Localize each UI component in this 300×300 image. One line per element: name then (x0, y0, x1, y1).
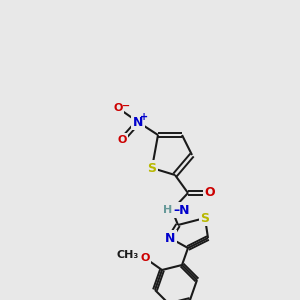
Text: S: S (200, 212, 209, 224)
Text: H: H (163, 205, 172, 215)
Text: O: O (113, 103, 123, 113)
Text: −: − (122, 101, 130, 111)
Text: N: N (133, 116, 143, 128)
Text: S: S (148, 161, 157, 175)
Text: O: O (140, 253, 150, 263)
Text: O: O (205, 187, 215, 200)
Text: +: + (140, 112, 148, 122)
Text: N: N (165, 232, 175, 244)
Text: CH₃: CH₃ (117, 250, 139, 260)
Text: –N: –N (173, 203, 190, 217)
Text: O: O (117, 135, 127, 145)
